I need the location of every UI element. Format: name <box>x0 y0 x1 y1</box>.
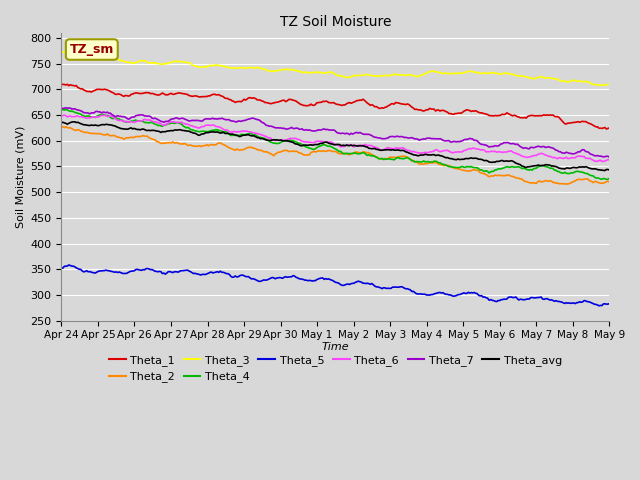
Line: Theta_6: Theta_6 <box>61 115 609 161</box>
Theta_6 <box>154 120 162 126</box>
Theta_4 <box>273 141 280 146</box>
Theta_3 <box>536 74 543 80</box>
Theta_1 <box>457 110 465 116</box>
Theta_5 <box>65 262 73 268</box>
Theta_1 <box>508 112 515 118</box>
Theta_2 <box>509 174 516 180</box>
Theta_avg <box>458 156 466 162</box>
Theta_avg <box>601 168 609 173</box>
Theta_6 <box>58 113 65 119</box>
Theta_4 <box>279 138 287 144</box>
Theta_6 <box>100 112 108 118</box>
Line: Theta_1: Theta_1 <box>61 84 609 129</box>
Theta_2 <box>62 124 70 130</box>
Theta_4 <box>604 176 612 182</box>
Theta_1 <box>58 82 65 87</box>
Theta_3 <box>458 70 466 76</box>
Theta_2 <box>279 148 287 154</box>
Theta_4 <box>58 107 65 113</box>
Theta_6 <box>273 137 280 143</box>
Theta_5 <box>154 269 162 275</box>
Theta_3 <box>600 83 607 88</box>
Theta_3 <box>58 49 65 55</box>
Theta_7 <box>509 141 516 146</box>
Line: Theta_avg: Theta_avg <box>61 122 609 170</box>
Y-axis label: Soil Moisture (mV): Soil Moisture (mV) <box>15 126 25 228</box>
Theta_2 <box>563 181 570 187</box>
Theta_avg <box>605 167 613 173</box>
Line: Theta_7: Theta_7 <box>61 108 609 157</box>
Theta_avg <box>509 158 516 164</box>
Theta_avg <box>536 163 543 168</box>
Theta_avg <box>71 119 79 125</box>
Theta_7 <box>58 106 65 111</box>
Theta_avg <box>154 128 162 134</box>
Theta_4 <box>154 123 162 129</box>
Theta_1 <box>152 92 160 97</box>
Theta_1 <box>277 98 285 104</box>
Theta_2 <box>58 124 65 130</box>
Theta_5 <box>458 290 466 296</box>
Theta_7 <box>458 138 466 144</box>
Theta_avg <box>279 138 287 144</box>
Line: Theta_2: Theta_2 <box>61 127 609 184</box>
Title: TZ Soil Moisture: TZ Soil Moisture <box>280 15 391 29</box>
Theta_4 <box>536 163 543 169</box>
Theta_6 <box>605 157 613 163</box>
Theta_6 <box>536 151 543 157</box>
Theta_3 <box>279 67 287 72</box>
Theta_1 <box>271 100 279 106</box>
Theta_4 <box>458 164 466 169</box>
Theta_4 <box>509 164 516 169</box>
Theta_6 <box>509 149 516 155</box>
Theta_2 <box>154 139 162 144</box>
Theta_2 <box>458 168 466 173</box>
Theta_3 <box>509 72 516 77</box>
Theta_5 <box>605 301 613 307</box>
Theta_4 <box>59 107 67 112</box>
Line: Theta_3: Theta_3 <box>61 52 609 85</box>
Theta_3 <box>154 61 162 67</box>
Theta_5 <box>509 295 516 300</box>
Theta_2 <box>536 178 543 184</box>
Theta_7 <box>273 125 280 131</box>
Theta_7 <box>154 117 162 122</box>
Theta_5 <box>279 276 287 281</box>
Theta_5 <box>58 265 65 271</box>
Line: Theta_4: Theta_4 <box>61 109 609 179</box>
Theta_6 <box>279 137 287 143</box>
Theta_6 <box>598 158 606 164</box>
Theta_5 <box>595 303 603 309</box>
Theta_7 <box>279 126 287 132</box>
Theta_5 <box>273 275 280 281</box>
Theta_avg <box>58 120 65 126</box>
Theta_3 <box>605 82 613 87</box>
Line: Theta_5: Theta_5 <box>61 265 609 306</box>
Theta_2 <box>273 150 280 156</box>
Legend: Theta_1, Theta_2, Theta_3, Theta_4, Theta_5, Theta_6, Theta_7, Theta_avg: Theta_1, Theta_2, Theta_3, Theta_4, Thet… <box>104 351 566 387</box>
Theta_avg <box>273 137 280 143</box>
Theta_3 <box>61 49 68 55</box>
Theta_7 <box>536 144 543 149</box>
Theta_5 <box>536 295 543 300</box>
Theta_1 <box>605 125 613 131</box>
Theta_4 <box>605 175 613 181</box>
Theta_3 <box>273 68 280 73</box>
Theta_2 <box>605 179 613 185</box>
X-axis label: Time: Time <box>321 342 349 352</box>
Text: TZ_sm: TZ_sm <box>70 43 114 56</box>
Theta_7 <box>62 105 70 111</box>
Theta_7 <box>605 155 613 160</box>
Theta_1 <box>603 126 611 132</box>
Theta_1 <box>534 113 542 119</box>
Theta_6 <box>458 149 466 155</box>
